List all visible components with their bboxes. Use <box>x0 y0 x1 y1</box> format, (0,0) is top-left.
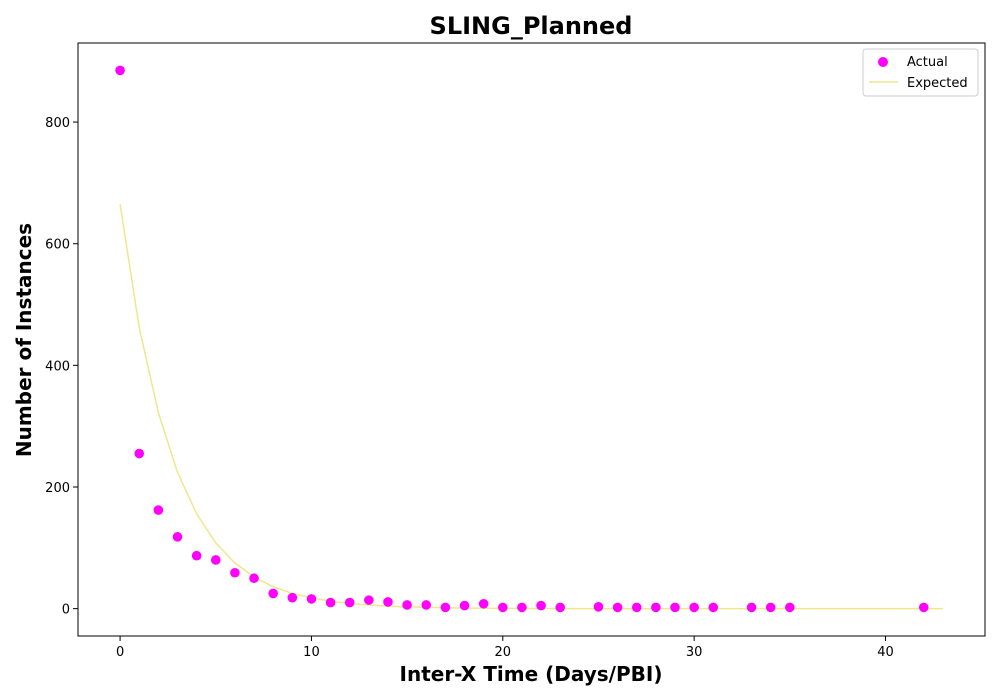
actual-point <box>785 602 795 613</box>
y-tick-label: 600 <box>45 238 70 253</box>
x-tick-label: 10 <box>303 645 320 660</box>
expected-line <box>119 204 943 610</box>
actual-point <box>421 600 432 610</box>
actual-point <box>708 602 719 613</box>
actual-point <box>364 595 374 605</box>
x-tick-label: 30 <box>686 645 703 660</box>
actual-point <box>440 602 451 613</box>
actual-point <box>325 597 336 608</box>
actual-series <box>115 65 929 613</box>
actual-point <box>134 448 145 459</box>
actual-point <box>918 602 929 613</box>
legend-expected-label: Expected <box>907 76 968 91</box>
chart-title: SLING_Planned <box>430 12 633 40</box>
actual-point <box>115 65 125 76</box>
y-axis: 0 200 400 600 800 <box>45 116 78 618</box>
legend: Actual Expected <box>862 48 979 97</box>
expected-series <box>119 204 943 610</box>
actual-point <box>230 567 240 578</box>
actual-point <box>172 532 183 542</box>
actual-point <box>670 602 680 613</box>
y-tick-label: 400 <box>45 359 70 374</box>
actual-point <box>689 602 699 613</box>
actual-point <box>765 602 776 613</box>
x-tick-label: 0 <box>116 645 124 660</box>
x-tick-label: 40 <box>877 645 894 660</box>
actual-point <box>249 573 259 584</box>
x-axis-label: Inter-X Time (Days/PBI) <box>400 662 663 686</box>
actual-point <box>746 602 757 613</box>
x-tick-label: 20 <box>495 645 512 660</box>
y-tick-label: 200 <box>45 481 70 496</box>
actual-point <box>555 602 565 613</box>
actual-point <box>153 505 164 515</box>
legend-actual-label: Actual <box>907 55 948 70</box>
actual-point <box>478 598 489 609</box>
actual-point <box>344 597 355 608</box>
actual-point <box>631 602 642 613</box>
actual-point <box>651 602 661 613</box>
actual-point <box>498 602 508 613</box>
plot-area <box>77 42 986 637</box>
actual-point <box>402 600 412 610</box>
actual-point <box>612 602 623 613</box>
actual-point <box>306 594 317 604</box>
actual-point <box>383 597 393 607</box>
actual-point <box>191 550 202 561</box>
actual-point <box>536 600 546 611</box>
x-axis: 0 10 20 30 40 <box>116 636 894 660</box>
y-tick-label: 0 <box>62 603 70 618</box>
y-axis-label: Number of Instances <box>12 223 36 457</box>
legend-actual-marker <box>878 57 888 67</box>
actual-point <box>268 588 278 599</box>
actual-point <box>287 592 298 603</box>
legend-box <box>862 48 979 97</box>
actual-point <box>517 602 527 613</box>
actual-point <box>593 602 604 612</box>
y-tick-label: 800 <box>45 116 70 131</box>
actual-point <box>210 555 221 565</box>
actual-point <box>459 600 470 611</box>
